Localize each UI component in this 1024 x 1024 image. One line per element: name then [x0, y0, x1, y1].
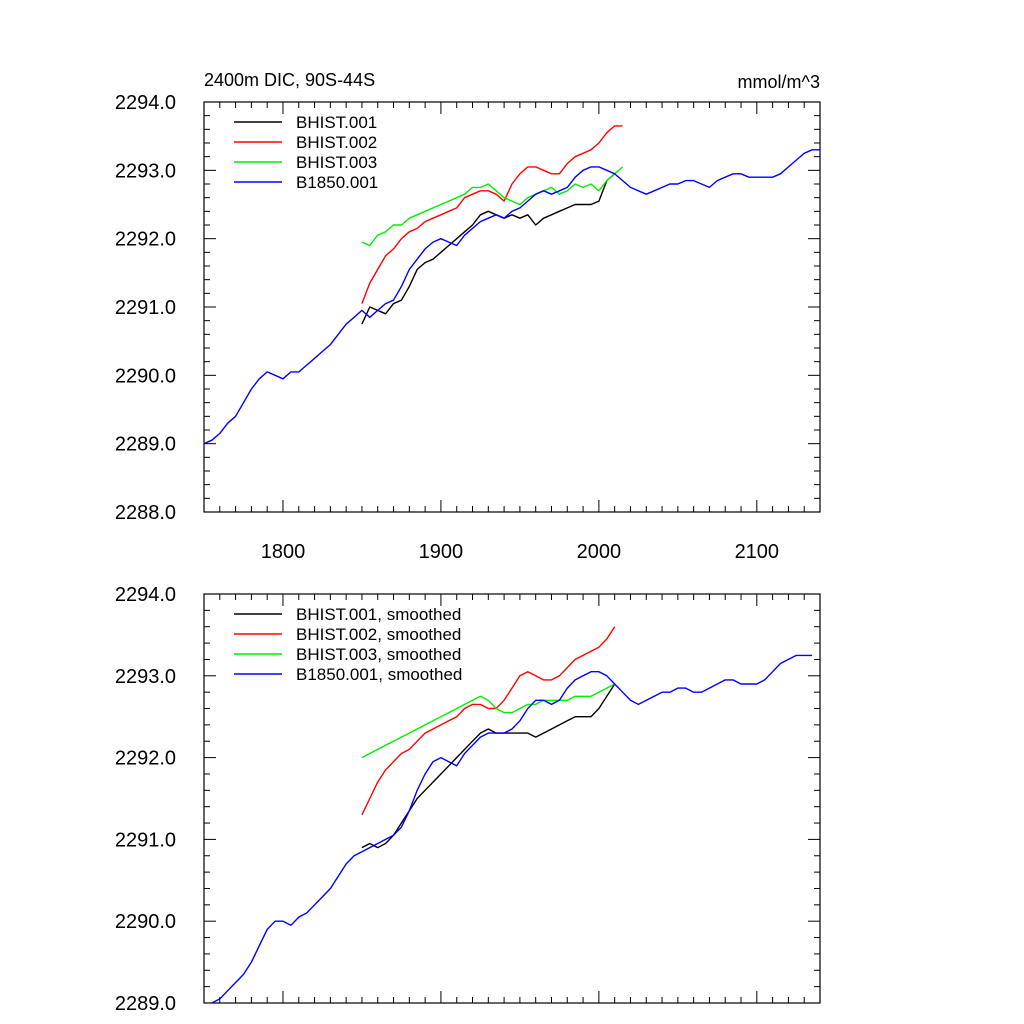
series-line-bhist-003-smoothed	[361, 683, 616, 759]
series-line-bhist-001-smoothed	[361, 683, 616, 849]
legend-label: B1850.001	[296, 173, 378, 192]
top-panel: 2288.0 2289.0 2290.0 2291.0 2292.0 2293.0 2294…	[115, 70, 821, 563]
y-tick-label: 2293.0	[115, 666, 176, 688]
series-line-bhist-003	[361, 166, 624, 247]
y-tick-label: 2292.0	[115, 748, 176, 770]
legend-label: BHIST.003, smoothed	[296, 645, 461, 664]
y-tick-label: 2291.0	[115, 829, 176, 851]
plot-frame	[203, 593, 821, 1004]
bottom-panel: 2289.0 2290.0 2291.0 2292.0 2293.0 2294.0 BHIS…	[115, 584, 821, 1015]
x-tick-label: 2100	[735, 541, 780, 563]
y-tick-label: 2294.0	[115, 92, 176, 114]
legend-label: BHIST.001	[296, 113, 377, 132]
series-line-bhist-002-smoothed	[361, 626, 616, 816]
y-tick-label: 2291.0	[115, 297, 176, 319]
legend-label: B1850.001, smoothed	[296, 665, 462, 684]
y-tick-label: 2289.0	[115, 993, 176, 1015]
series-line-b1850-001	[204, 149, 820, 445]
y-tick-label: 2292.0	[115, 229, 176, 251]
y-tick-label: 2293.0	[115, 160, 176, 182]
x-tick-label: 2000	[577, 541, 622, 563]
legend-label: BHIST.002	[296, 133, 377, 152]
y-tick-label: 2294.0	[115, 584, 176, 606]
legend-label: BHIST.002, smoothed	[296, 625, 461, 644]
chart-units: mmol/m^3	[738, 72, 820, 92]
y-tick-label: 2288.0	[115, 502, 176, 524]
series-line-bhist-002	[361, 125, 623, 304]
x-tick-label: 1900	[419, 541, 464, 563]
series-line-bhist-001	[361, 173, 616, 325]
legend-label: BHIST.001, smoothed	[296, 605, 461, 624]
y-tick-label: 2290.0	[115, 911, 176, 933]
y-tick-label: 2290.0	[115, 365, 176, 387]
legend-label: BHIST.003	[296, 153, 377, 172]
chart-title: 2400m DIC, 90S-44S	[204, 70, 375, 90]
y-tick-label: 2289.0	[115, 434, 176, 456]
x-tick-label: 1800	[261, 541, 306, 563]
series-line-b1850-001-smoothed	[211, 654, 813, 1003]
